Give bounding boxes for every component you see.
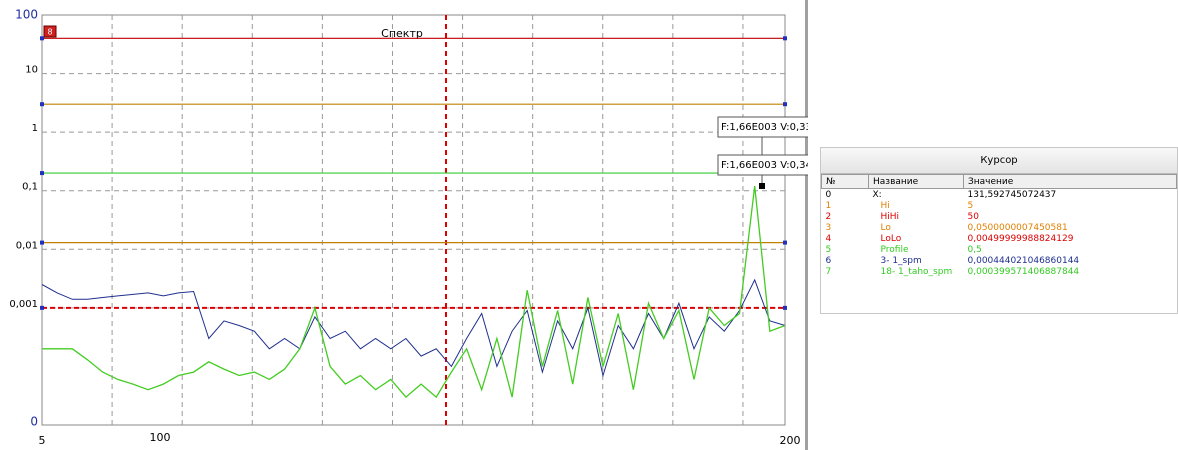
level-handle [783,36,787,41]
table-cell: 2 [825,211,832,222]
cursor-table: № Название Значение 0 X: 131,592745072437 1… [821,174,1177,277]
table-cell: LoLo [880,233,902,244]
table-cell: 131,592745072437 [967,189,1057,200]
level-handle [40,36,44,41]
table-row[interactable]: 1 Hi 5 [822,200,1177,211]
chart-title: Спектр [381,27,423,40]
cursor-point [759,183,765,189]
panel-title[interactable]: Курсор [821,148,1177,174]
marker-box [43,25,57,38]
table-row[interactable]: 0 X: 131,592745072437 [822,189,1177,201]
chart: Спектр 8 5 100 200 0 0,001 0,01 0,1 1 10 100 F:… [0,0,808,450]
table-row[interactable]: 3 Lo 0,0500000007450581 [822,222,1177,233]
table-row[interactable]: 6 3- 1_spm 0,000444021046860144 [822,255,1177,266]
cursor-panel: Курсор № Название Значение 0 X: 131,592745… [820,147,1178,314]
table-cell: Hi [880,200,890,211]
table-cell: 4 [825,233,832,244]
annotation: F:1,66E003 V:0,343 [721,160,808,171]
table-cell: 3- 1_spm [880,255,922,266]
series-line [41,278,786,378]
table-cell: 1 [825,200,832,211]
annotation-box [717,116,808,138]
y-tick-label: 0 [30,415,38,429]
table-row[interactable]: 5 Profile 0,5 [822,244,1177,255]
x-tick-label: 200 [780,434,801,447]
table-cell: 5 [967,200,974,211]
y-tick-label: 10 [25,65,38,76]
column-header[interactable]: № [821,174,869,189]
table-row[interactable]: 4 LoLo 0,00499999988824129 [822,233,1177,244]
y-tick-label: 0,01 [16,240,38,251]
table-cell: 0,000444021046860144 [967,255,1080,266]
table-cell: Lo [880,222,891,233]
annotation-box [717,154,808,176]
level-handle [40,240,44,245]
column-header[interactable]: Значение [963,174,1177,189]
annotation: F:1,66E003 V:0,338 [721,122,808,133]
level-handle [783,305,787,310]
x-tick-label: 100 [150,431,171,444]
table-cell: 0,5 [967,244,982,255]
column-header[interactable]: Название [868,174,964,189]
x-tick-label: 5 [39,434,46,447]
marker-label: 8 [47,28,52,37]
y-tick-label: 0,1 [22,182,38,193]
y-tick-label: 1 [32,123,38,134]
table-row[interactable]: 7 18- 1_taho_spm 0,000399571406887844 [822,266,1177,277]
level-handle [783,240,787,245]
table-cell: X: [872,189,882,200]
table-cell: 0,00499999988824129 [967,233,1074,244]
series-line [42,186,786,399]
chart-bg [0,0,805,450]
table-cell: HiHi [880,211,900,222]
table-cell: 6 [825,255,832,266]
y-tick-label: 100 [15,8,38,22]
level-handle [40,171,44,176]
level-handle [40,305,44,310]
table-cell: 0 [825,189,832,200]
level-handle [40,102,44,107]
table-cell: 7 [825,266,832,277]
table-cell: 5 [825,244,832,255]
table-cell: 50 [967,211,979,222]
table-cell: Profile [880,244,909,255]
plot-frame [41,14,786,426]
table-row[interactable]: 2 HiHi 50 [822,211,1177,222]
splitter [805,0,808,450]
table-cell: 3 [825,222,832,233]
table-cell: 18- 1_taho_spm [880,266,953,277]
y-tick-label: 0,001 [9,299,38,310]
table-cell: 0,0500000007450581 [967,222,1068,233]
table-cell: 0,000399571406887844 [967,266,1080,277]
level-handle [783,102,787,107]
